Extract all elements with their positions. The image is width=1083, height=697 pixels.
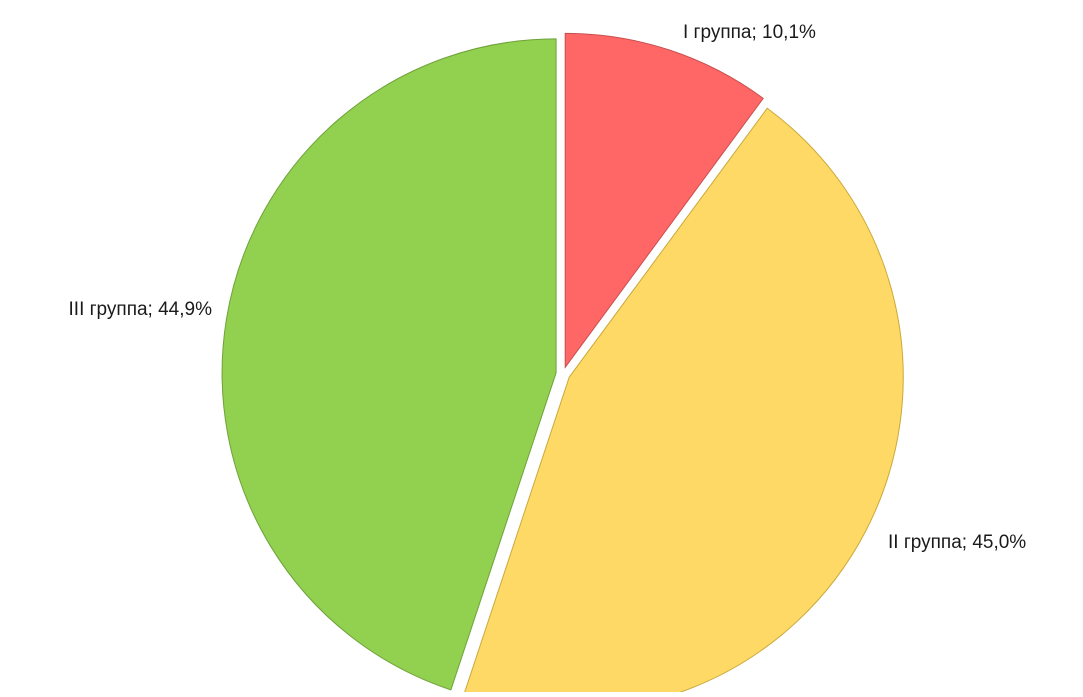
pie-slice-label-2: II группа; 45,0% [888,532,1026,553]
pie-slice-label-1: I группа; 10,1% [683,22,816,43]
pie-slice-1 [564,32,764,369]
pie-slice-2 [463,107,904,697]
pie-slice-label-3: III группа; 44,9% [69,299,213,320]
slices-layer [221,32,904,697]
pie-slice-3 [221,38,557,691]
labels-layer: I группа; 10,1% II группа; 45,0% III групп… [69,22,1027,553]
